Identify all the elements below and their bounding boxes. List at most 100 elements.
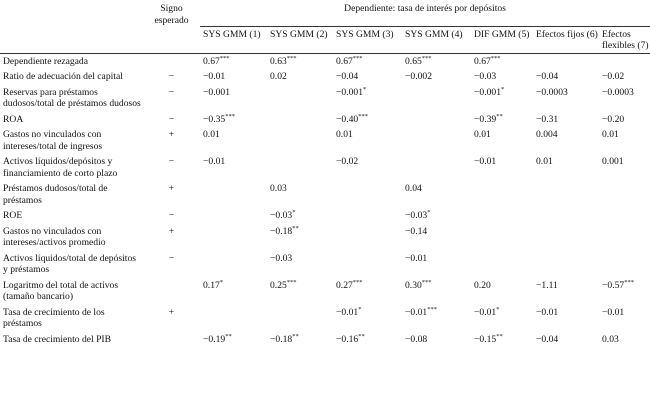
coefficient-value: 0.63 <box>270 55 287 67</box>
coefficient-value: −0.03 <box>270 210 293 221</box>
coefficient-cell: −0.001 <box>200 85 267 112</box>
coefficient-cell: −0.01 <box>599 305 650 332</box>
coefficient-value: −0.01 <box>203 156 226 167</box>
coefficient-cell <box>200 208 267 224</box>
coefficient-value: −0.01 <box>405 252 428 264</box>
coefficient-cell <box>471 208 533 224</box>
coefficient-value: −1.11 <box>536 279 558 291</box>
coefficient-cell <box>533 208 599 224</box>
table-row: ROE − −0.03* −0.03* <box>0 208 650 224</box>
expected-sign <box>143 278 200 305</box>
expected-sign <box>143 332 200 348</box>
coefficient-cell: 0.63*** <box>267 53 333 69</box>
row-label: Tasa de crecimiento del PIB <box>3 333 112 345</box>
table-row: Reservas para préstamos dudosos/total de… <box>0 85 650 112</box>
row-label: ROE <box>3 210 23 221</box>
coefficient-value: −0.001 <box>203 86 230 98</box>
coefficient-cell: 0.01 <box>333 127 402 154</box>
coefficient-value: −0.31 <box>536 113 559 125</box>
row-label: Préstamos dudosos/total de préstamos <box>3 183 108 206</box>
column-header-7: Efectos flexibles (7) <box>599 26 650 54</box>
coefficient-cell: 0.67*** <box>200 53 267 69</box>
coefficient-cell: 0.27*** <box>333 278 402 305</box>
coefficient-value: −0.18 <box>270 225 293 237</box>
row-label: Reservas para préstamos dudosos/total de… <box>3 86 141 110</box>
coefficient-value: −0.02 <box>602 71 625 82</box>
coefficient-value: 0.25 <box>270 279 287 291</box>
significance-stars: *** <box>286 278 297 286</box>
coefficient-value: −0.04 <box>536 71 559 82</box>
coefficient-cell: 0.01 <box>533 154 599 181</box>
coefficient-cell: −0.002 <box>402 69 471 85</box>
header-row-columns: SYS GMM (1) SYS GMM (2) SYS GMM (3) SYS … <box>0 26 650 54</box>
significance-stars: * <box>427 209 431 216</box>
significance-stars: ** <box>292 332 299 340</box>
table-row: Dependiente rezagada 0.67*** 0.63*** 0.67**… <box>0 53 650 69</box>
expected-sign: − <box>168 113 175 125</box>
coefficient-value: −0.04 <box>536 333 559 345</box>
coefficient-cell <box>402 112 471 128</box>
coefficient-value: 0.02 <box>270 71 287 82</box>
coefficient-cell <box>267 85 333 112</box>
coefficient-value: −0.01 <box>474 156 497 167</box>
coefficient-cell: −0.001* <box>471 85 533 112</box>
coefficient-cell: −0.03* <box>267 208 333 224</box>
coefficient-cell: 0.30*** <box>402 278 471 305</box>
coefficient-cell: −0.01 <box>402 251 471 278</box>
column-header-5: DIF GMM (5) <box>471 26 533 54</box>
significance-stars: *** <box>352 54 363 62</box>
significance-stars: *** <box>421 54 432 62</box>
column-header-4: SYS GMM (4) <box>402 26 471 54</box>
coefficient-cell: 0.04 <box>402 181 471 208</box>
coefficient-cell: 0.25*** <box>267 278 333 305</box>
significance-stars: *** <box>490 54 501 62</box>
coefficient-value: −0.01 <box>474 306 497 318</box>
coefficient-cell <box>402 85 471 112</box>
coefficient-cell: −1.11 <box>533 278 599 305</box>
coefficient-cell <box>471 251 533 278</box>
coefficient-cell: 0.004 <box>533 127 599 154</box>
coefficient-cell <box>533 181 599 208</box>
coefficient-cell: 0.65*** <box>402 53 471 69</box>
table-row: Ratio de adecuación del capital − −0.01 0.0… <box>0 69 650 85</box>
coefficient-cell: 0.03 <box>599 332 650 348</box>
coefficient-cell: −0.04 <box>333 69 402 85</box>
significance-stars: * <box>496 305 500 313</box>
coefficient-value: 0.27 <box>336 279 353 291</box>
table-row: Préstamos dudosos/total de préstamos +0.0… <box>0 181 650 208</box>
coefficient-cell: 0.001 <box>599 154 650 181</box>
significance-stars: * <box>358 305 362 313</box>
significance-stars: *** <box>358 112 368 120</box>
column-header-1: SYS GMM (1) <box>200 26 267 54</box>
coefficient-value: −0.20 <box>602 113 625 125</box>
column-header-2: SYS GMM (2) <box>267 26 333 54</box>
expected-sign: − <box>168 252 175 264</box>
coefficient-value: 0.67 <box>336 55 353 67</box>
coefficient-value: 0.20 <box>474 279 491 291</box>
coefficient-value: 0.67 <box>203 55 220 67</box>
coefficient-cell <box>200 251 267 278</box>
coefficient-cell: −0.03* <box>402 208 471 224</box>
coefficient-cell: 0.03 <box>267 181 333 208</box>
table-row: Activos líquidos/depósitos y financiamie… <box>0 154 650 181</box>
expected-sign: − <box>168 156 175 167</box>
table-row: Gastos no vinculados con intereses/total… <box>0 127 650 154</box>
significance-stars: * <box>363 85 367 93</box>
coefficient-cell: −0.02 <box>333 154 402 181</box>
coefficient-cell <box>599 181 650 208</box>
coefficient-value: −0.40 <box>336 113 359 125</box>
header-row-top: Signo esperado Dependiente: tasa de inte… <box>0 0 650 27</box>
coefficient-cell <box>402 127 471 154</box>
coefficient-cell <box>333 224 402 251</box>
coefficient-cell <box>402 154 471 181</box>
coefficient-cell: −0.16** <box>333 332 402 348</box>
coefficient-cell: −0.31 <box>533 112 599 128</box>
coefficient-cell: −0.40*** <box>333 112 402 128</box>
coefficient-cell <box>267 305 333 332</box>
coefficient-value: −0.02 <box>336 156 359 167</box>
coefficient-cell: 0.02 <box>267 69 333 85</box>
significance-stars: *** <box>225 112 235 120</box>
coefficient-value: 0.65 <box>405 55 422 67</box>
coefficient-cell: 0.01 <box>599 127 650 154</box>
row-label: Logaritmo del total de activos (tamaño b… <box>3 279 119 303</box>
